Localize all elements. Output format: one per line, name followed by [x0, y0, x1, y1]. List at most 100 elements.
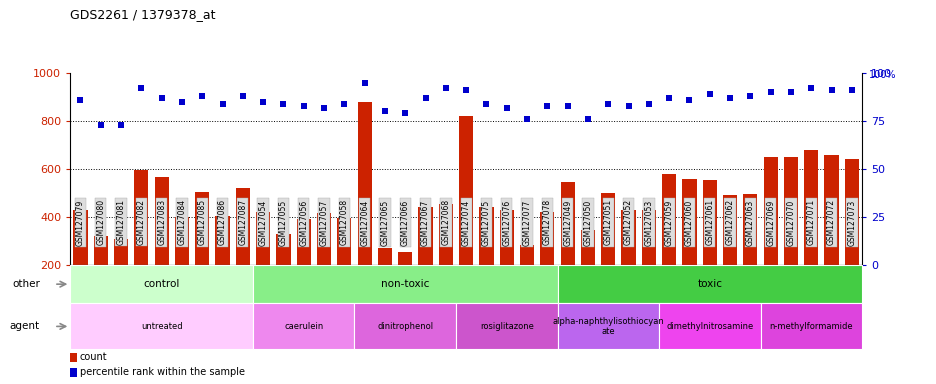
Point — [337, 101, 352, 107]
Text: GSM127049: GSM127049 — [563, 199, 572, 245]
Point — [762, 89, 777, 95]
Point — [195, 93, 210, 99]
Point — [661, 95, 676, 101]
Text: GSM127069: GSM127069 — [766, 199, 774, 245]
Bar — [783, 157, 797, 313]
Text: GSM127079: GSM127079 — [76, 199, 85, 245]
Bar — [175, 217, 189, 313]
Bar — [358, 102, 372, 313]
Point — [499, 104, 514, 111]
Bar — [844, 159, 858, 313]
Bar — [519, 245, 534, 313]
Point — [73, 97, 88, 103]
Point — [640, 101, 655, 107]
Text: caerulein: caerulein — [284, 322, 323, 331]
Bar — [557, 303, 658, 349]
Point — [519, 116, 534, 122]
Bar — [297, 219, 311, 313]
Text: toxic: toxic — [696, 279, 722, 289]
Text: agent: agent — [9, 321, 39, 331]
Text: GSM127056: GSM127056 — [299, 199, 308, 245]
Text: GSM127081: GSM127081 — [116, 199, 125, 245]
Point — [782, 89, 797, 95]
Bar — [154, 177, 168, 313]
Text: GSM127070: GSM127070 — [785, 199, 795, 245]
Bar — [195, 192, 209, 313]
Point — [154, 95, 169, 101]
Bar — [94, 236, 108, 313]
Text: GSM127068: GSM127068 — [441, 199, 450, 245]
Bar — [70, 353, 77, 362]
Point — [377, 108, 392, 114]
Text: untreated: untreated — [140, 322, 183, 331]
Text: GSM127060: GSM127060 — [684, 199, 694, 245]
Bar — [354, 303, 456, 349]
Text: GSM127062: GSM127062 — [724, 199, 734, 245]
Bar — [580, 230, 594, 313]
Bar — [70, 303, 253, 349]
Bar — [681, 179, 695, 313]
Text: 100%: 100% — [868, 70, 896, 80]
Point — [843, 87, 858, 93]
Bar — [499, 210, 513, 313]
Text: GSM127055: GSM127055 — [279, 199, 287, 245]
Point — [478, 101, 493, 107]
Point — [824, 87, 839, 93]
Bar — [601, 193, 615, 313]
Point — [113, 122, 128, 128]
Bar — [276, 234, 290, 313]
Bar — [114, 238, 128, 313]
Point — [722, 95, 737, 101]
Text: control: control — [143, 279, 180, 289]
Text: GSM127071: GSM127071 — [806, 199, 815, 245]
Text: GSM127087: GSM127087 — [238, 199, 247, 245]
Text: percentile rank within the sample: percentile rank within the sample — [80, 367, 244, 377]
Point — [417, 95, 432, 101]
Bar — [236, 188, 250, 313]
Text: GSM127057: GSM127057 — [319, 199, 329, 245]
Bar — [662, 174, 676, 313]
Text: GSM127051: GSM127051 — [603, 199, 612, 245]
Point — [803, 85, 818, 91]
Text: GSM127064: GSM127064 — [359, 199, 369, 245]
Text: GSM127074: GSM127074 — [461, 199, 470, 245]
Point — [256, 99, 271, 105]
Text: GSM127082: GSM127082 — [137, 199, 146, 245]
Bar — [70, 368, 77, 377]
Bar — [803, 150, 817, 313]
Point — [134, 85, 149, 91]
Text: GSM127083: GSM127083 — [157, 199, 166, 245]
Text: GSM127061: GSM127061 — [705, 199, 713, 245]
Point — [357, 79, 372, 86]
Text: GSM127050: GSM127050 — [583, 199, 592, 245]
Point — [296, 103, 311, 109]
Text: GSM127072: GSM127072 — [826, 199, 835, 245]
Text: dinitrophenol: dinitrophenol — [377, 322, 432, 331]
Point — [539, 103, 554, 109]
Text: n-methylformamide: n-methylformamide — [768, 322, 852, 331]
Text: GSM127052: GSM127052 — [623, 199, 633, 245]
Text: GSM127065: GSM127065 — [380, 199, 389, 245]
Text: GSM127078: GSM127078 — [542, 199, 551, 245]
Text: GSM127085: GSM127085 — [197, 199, 207, 245]
Bar — [134, 170, 148, 313]
Text: GDS2261 / 1379378_at: GDS2261 / 1379378_at — [70, 8, 215, 21]
Point — [459, 87, 473, 93]
Point — [580, 116, 595, 122]
Text: GSM127067: GSM127067 — [420, 199, 430, 245]
Text: GSM127076: GSM127076 — [502, 199, 511, 245]
Bar — [253, 265, 557, 303]
Point — [681, 97, 696, 103]
Bar — [540, 212, 554, 313]
Text: GSM127066: GSM127066 — [401, 199, 409, 245]
Bar — [253, 303, 354, 349]
Text: GSM127086: GSM127086 — [218, 199, 227, 245]
Point — [316, 104, 331, 111]
Text: other: other — [12, 279, 39, 289]
Bar — [723, 195, 737, 313]
Point — [600, 101, 615, 107]
Text: count: count — [80, 352, 107, 362]
Text: non-toxic: non-toxic — [381, 279, 429, 289]
Text: GSM127084: GSM127084 — [177, 199, 186, 245]
Bar — [459, 116, 473, 313]
